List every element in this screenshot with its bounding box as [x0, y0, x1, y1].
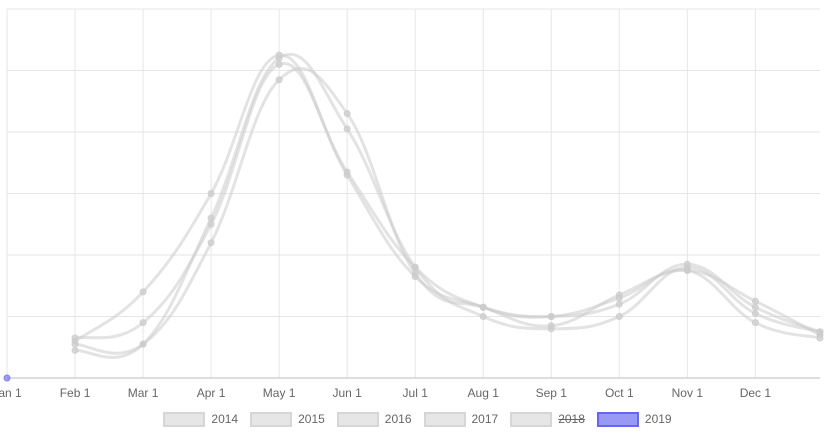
data-point[interactable] — [751, 297, 759, 305]
x-tick-label: Feb 1 — [60, 386, 91, 400]
chart-legend: 2014 2015 2016 2017 2018 2019 — [0, 411, 835, 427]
x-axis-tick-labels: Jan 1 Feb 1 Mar 1 Apr 1 May 1 Jun 1 Jul 1 Aug 1… — [0, 386, 771, 400]
legend-item-2017[interactable]: 2017 — [423, 411, 499, 427]
x-tick-label: Nov 1 — [672, 386, 704, 400]
x-tick-label: Dec 1 — [740, 386, 772, 400]
data-point[interactable] — [207, 190, 215, 197]
legend-item-2018[interactable]: 2018 — [510, 411, 585, 427]
legend-swatch-2017 — [423, 411, 466, 427]
data-point[interactable] — [751, 303, 759, 311]
data-point[interactable] — [343, 110, 351, 118]
x-tick-label: Jul 1 — [403, 386, 429, 400]
legend-label-2016: 2016 — [384, 412, 412, 426]
data-point[interactable] — [139, 319, 147, 327]
data-point[interactable] — [275, 60, 283, 68]
series-line-2014 — [74, 66, 821, 355]
data-point[interactable] — [207, 220, 215, 228]
data-point[interactable] — [547, 322, 555, 330]
data-point[interactable] — [343, 125, 351, 133]
data-point[interactable] — [411, 273, 419, 281]
legend-label-2017: 2017 — [471, 412, 499, 426]
data-point[interactable] — [275, 51, 283, 59]
legend-swatch-2019 — [596, 411, 639, 427]
data-point[interactable] — [139, 288, 147, 296]
series-2019 — [3, 374, 11, 382]
data-point[interactable] — [615, 313, 623, 320]
series-2015 — [71, 52, 824, 359]
legend-item-2016[interactable]: 2016 — [336, 411, 412, 427]
chart-series — [3, 51, 824, 382]
series-line-2015 — [74, 52, 821, 359]
legend-swatch-2014 — [163, 411, 206, 427]
legend-label-2018: 2018 — [558, 412, 585, 426]
legend-label-2015: 2015 — [298, 412, 325, 426]
data-point[interactable] — [615, 300, 623, 308]
x-tick-label: Aug 1 — [468, 386, 500, 400]
data-point[interactable] — [615, 291, 623, 299]
data-point[interactable] — [816, 331, 824, 339]
data-point[interactable] — [751, 309, 759, 317]
data-point[interactable] — [3, 374, 11, 382]
chart-grid — [6, 8, 820, 378]
x-tick-label: Jun 1 — [332, 386, 362, 400]
legend-item-2015[interactable]: 2015 — [250, 411, 325, 427]
data-point[interactable] — [751, 319, 759, 327]
x-tick-label: Apr 1 — [197, 386, 226, 400]
legend-label-2014: 2014 — [211, 412, 239, 426]
legend-label-2019: 2019 — [644, 412, 672, 426]
x-tick-label: May 1 — [263, 386, 296, 400]
data-point[interactable] — [479, 303, 487, 311]
data-point[interactable] — [71, 346, 79, 354]
data-point[interactable] — [207, 239, 215, 247]
series-line-2017 — [74, 53, 821, 343]
data-point[interactable] — [547, 313, 555, 320]
legend-swatch-2016 — [336, 411, 379, 427]
x-tick-label: Sep 1 — [536, 386, 568, 400]
x-tick-label: Oct 1 — [605, 386, 634, 400]
x-tick-label: Jan 1 — [0, 386, 22, 400]
legend-item-2014[interactable]: 2014 — [163, 411, 238, 427]
data-point[interactable] — [139, 340, 147, 348]
legend-item-2019[interactable]: 2019 — [596, 411, 672, 427]
data-point[interactable] — [343, 171, 351, 179]
data-point[interactable] — [71, 337, 79, 345]
series-2017 — [71, 51, 824, 345]
data-point[interactable] — [411, 263, 419, 271]
data-point[interactable] — [479, 313, 487, 320]
data-point[interactable] — [275, 76, 283, 84]
series-2014 — [71, 66, 824, 355]
legend-swatch-2018 — [510, 411, 553, 427]
data-point[interactable] — [683, 266, 691, 274]
legend-swatch-2015 — [250, 411, 293, 427]
seasonal-line-chart: Jan 1 Feb 1 Mar 1 Apr 1 May 1 Jun 1 Jul 1 Aug 1… — [0, 8, 824, 400]
x-tick-label: Mar 1 — [128, 386, 159, 400]
